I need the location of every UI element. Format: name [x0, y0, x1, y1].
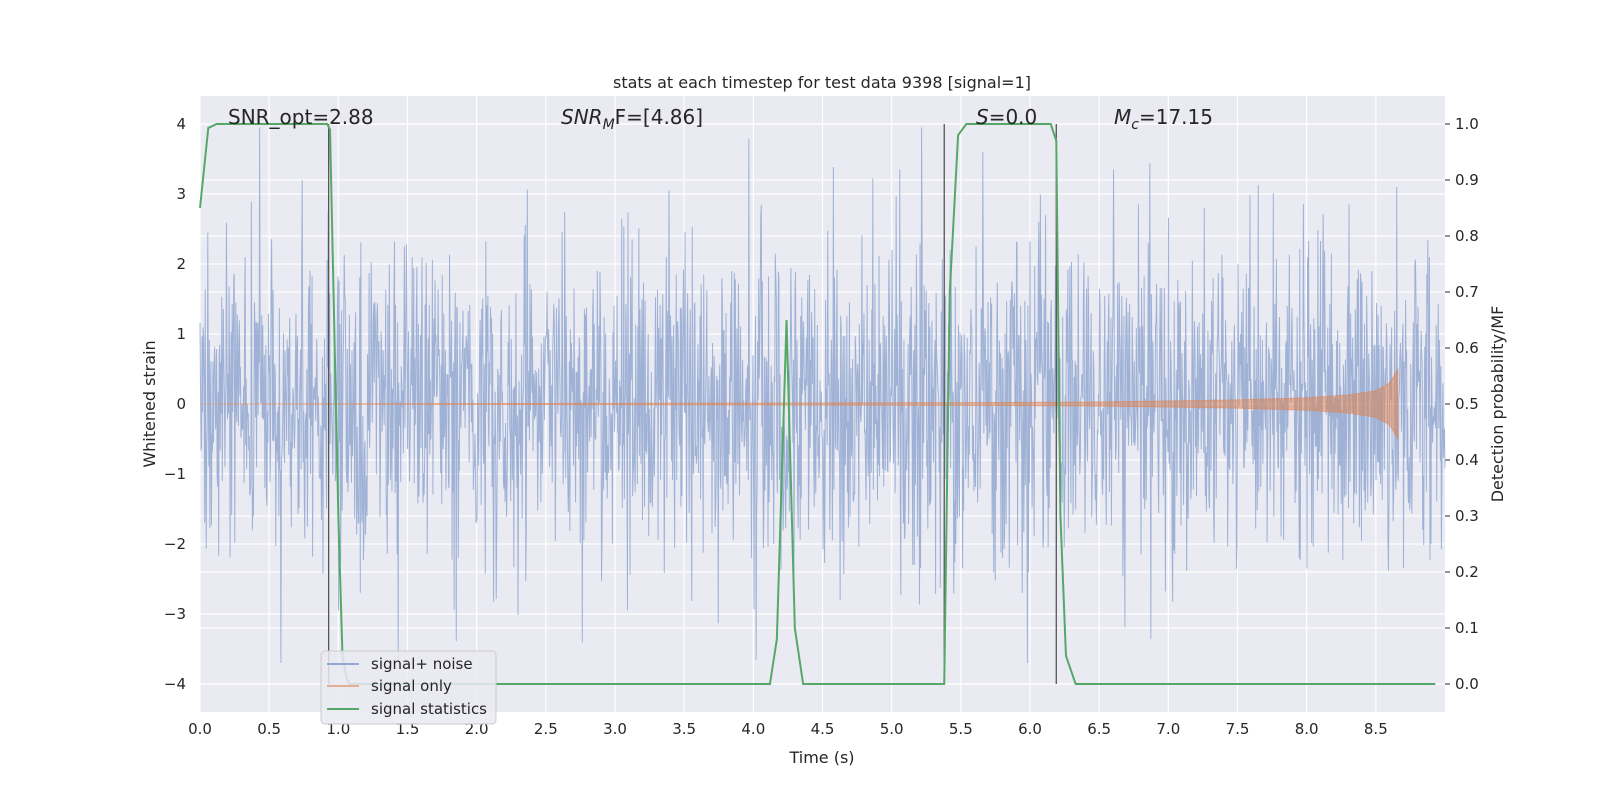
right-y-tick-label: 0.5: [1455, 395, 1479, 413]
x-tick-label: 7.5: [1226, 720, 1250, 738]
x-tick-label: 8.0: [1295, 720, 1319, 738]
x-tick-label: 4.0: [741, 720, 765, 738]
signal-noise-line: [199, 127, 1446, 664]
annotation-s-rest: =0.0: [989, 105, 1038, 129]
x-tick-label: 3.5: [672, 720, 696, 738]
signal-only-series: [199, 367, 1399, 441]
x-tick-label: 6.5: [1087, 720, 1111, 738]
x-tick-label: 4.5: [811, 720, 835, 738]
x-tick-label: 6.0: [1018, 720, 1042, 738]
legend: signal+ noise signal only signal statist…: [320, 650, 497, 725]
right-y-tick-label: 0.7: [1455, 283, 1479, 301]
signal-only-envelope: [199, 367, 1399, 441]
left-y-tick-label: 2: [176, 255, 186, 273]
right-y-tick-label: 0.2: [1455, 563, 1479, 581]
legend-label-statistics: signal statistics: [371, 700, 487, 718]
signal-statistics-series: [199, 123, 1436, 685]
legend-label-signal: signal only: [371, 677, 452, 695]
x-tick-label: 2.5: [534, 720, 558, 738]
left-y-tick-label: −2: [164, 535, 186, 553]
x-tick-label: 0.0: [188, 720, 212, 738]
right-y-tick-label: 0.6: [1455, 339, 1479, 357]
annotation-snr-mf-rest: F=[4.86]: [615, 105, 703, 129]
x-tick-label: 0.5: [257, 720, 281, 738]
x-tick-label: 7.0: [1156, 720, 1180, 738]
annotation-mc-rest: =17.15: [1139, 105, 1213, 129]
annotation-mc-sub: c: [1131, 117, 1139, 133]
chart-title: stats at each timestep for test data 939…: [613, 73, 1031, 92]
annotation-snr-mf-sub: M: [603, 117, 615, 133]
left-y-tick-label: −4: [164, 675, 186, 693]
x-tick-label: 5.5: [949, 720, 973, 738]
left-y-axis-label: Whitened strain: [140, 340, 159, 467]
right-y-tick-label: 0.0: [1455, 675, 1479, 693]
left-y-tick-labels: −4 −3 −2 −1 0 1 2 3 4: [164, 115, 186, 693]
left-y-tick-label: −3: [164, 605, 186, 623]
x-axis-label: Time (s): [788, 748, 854, 767]
signal-noise-series: [199, 127, 1446, 664]
annotation-snr-opt: SNR_opt=2.88: [228, 105, 374, 129]
legend-box: [320, 650, 497, 725]
right-y-axis-label: Detection probability/MF: [1488, 306, 1507, 503]
right-y-tick-label: 1.0: [1455, 115, 1479, 133]
x-tick-label: 5.0: [880, 720, 904, 738]
legend-label-noise: signal+ noise: [371, 655, 473, 673]
right-y-tick-label: 0.9: [1455, 171, 1479, 189]
annotation-s-main: S: [976, 105, 989, 129]
x-tick-label: 8.5: [1364, 720, 1388, 738]
right-y-tick-label: 0.3: [1455, 507, 1479, 525]
left-y-tick-label: −1: [164, 465, 186, 483]
left-y-tick-label: 1: [176, 325, 186, 343]
right-y-tick-label: 0.8: [1455, 227, 1479, 245]
annotation-snr-mf-main: SNR: [561, 105, 603, 129]
annotation-mc: Mc=17.15: [1114, 105, 1213, 133]
right-y-tick-label: 0.4: [1455, 451, 1479, 469]
x-tick-labels: 0.0 0.5 1.0 1.5 2.0 2.5 3.0 3.5 4.0 4.5 5.0 5.5 6.0 6…: [188, 720, 1388, 738]
annotation-snr-mf: SNRMF=[4.86]: [561, 105, 703, 133]
left-y-tick-label: 0: [176, 395, 186, 413]
signal-statistics-line: [199, 123, 1436, 685]
left-y-tick-label: 4: [176, 115, 186, 133]
right-y-tick-label: 0.1: [1455, 619, 1479, 637]
x-tick-label: 3.0: [603, 720, 627, 738]
left-y-tick-label: 3: [176, 185, 186, 203]
annotation-s: S=0.0: [976, 105, 1037, 129]
annotation-mc-main: M: [1114, 105, 1131, 129]
right-y-tick-labels: 0.0 0.1 0.2 0.3 0.4 0.5 0.6 0.7 0.8 0.9 1.0: [1455, 115, 1479, 693]
